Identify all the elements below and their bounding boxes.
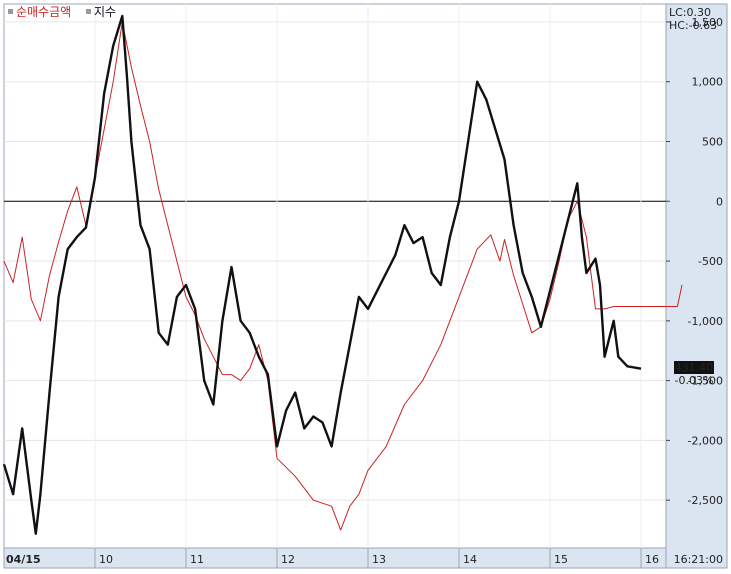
- legend-marker-1: [8, 9, 13, 14]
- x-tick-label: 15: [554, 553, 568, 566]
- y-tick-label: -2,000: [688, 434, 723, 447]
- x-tick-label: 14: [463, 553, 477, 566]
- y-tick-label: -2,500: [688, 494, 723, 507]
- hc-label: HC:-0.63: [669, 19, 717, 32]
- y-tick-label: -1,500: [688, 375, 723, 388]
- x-tick-label: 04/15: [6, 553, 41, 566]
- legend-marker-2: [86, 9, 91, 14]
- y-tick-label: 0: [716, 195, 723, 208]
- plot-area: [3, 3, 667, 549]
- y-tick-label: -500: [698, 255, 723, 268]
- y-tick-label: -1,000: [688, 315, 723, 328]
- index-series-line: [2, 14, 642, 535]
- last-value-box: [674, 361, 714, 374]
- x-tick-label: 13: [372, 553, 386, 566]
- legend-label-1: 순매수금액: [16, 5, 71, 19]
- time-label: 16:21:00: [674, 553, 723, 566]
- x-tick-label: 12: [281, 553, 295, 566]
- y-axis-panel: [665, 3, 728, 569]
- y-tick-label: 500: [702, 135, 723, 148]
- x-tick-label: 11: [190, 553, 204, 566]
- y-tick-label: 1,500: [692, 16, 724, 29]
- x-tick-label: 16: [645, 553, 659, 566]
- last-change-label: -0.03%: [675, 374, 714, 387]
- lc-label: LC:0.30: [669, 6, 711, 19]
- x-axis-band: [3, 547, 667, 569]
- x-tick-label: 10: [99, 553, 113, 566]
- legend-label-2: 지수: [94, 5, 116, 19]
- last-value-label: 431.40: [675, 361, 714, 374]
- y-tick-label: 1,000: [692, 76, 724, 89]
